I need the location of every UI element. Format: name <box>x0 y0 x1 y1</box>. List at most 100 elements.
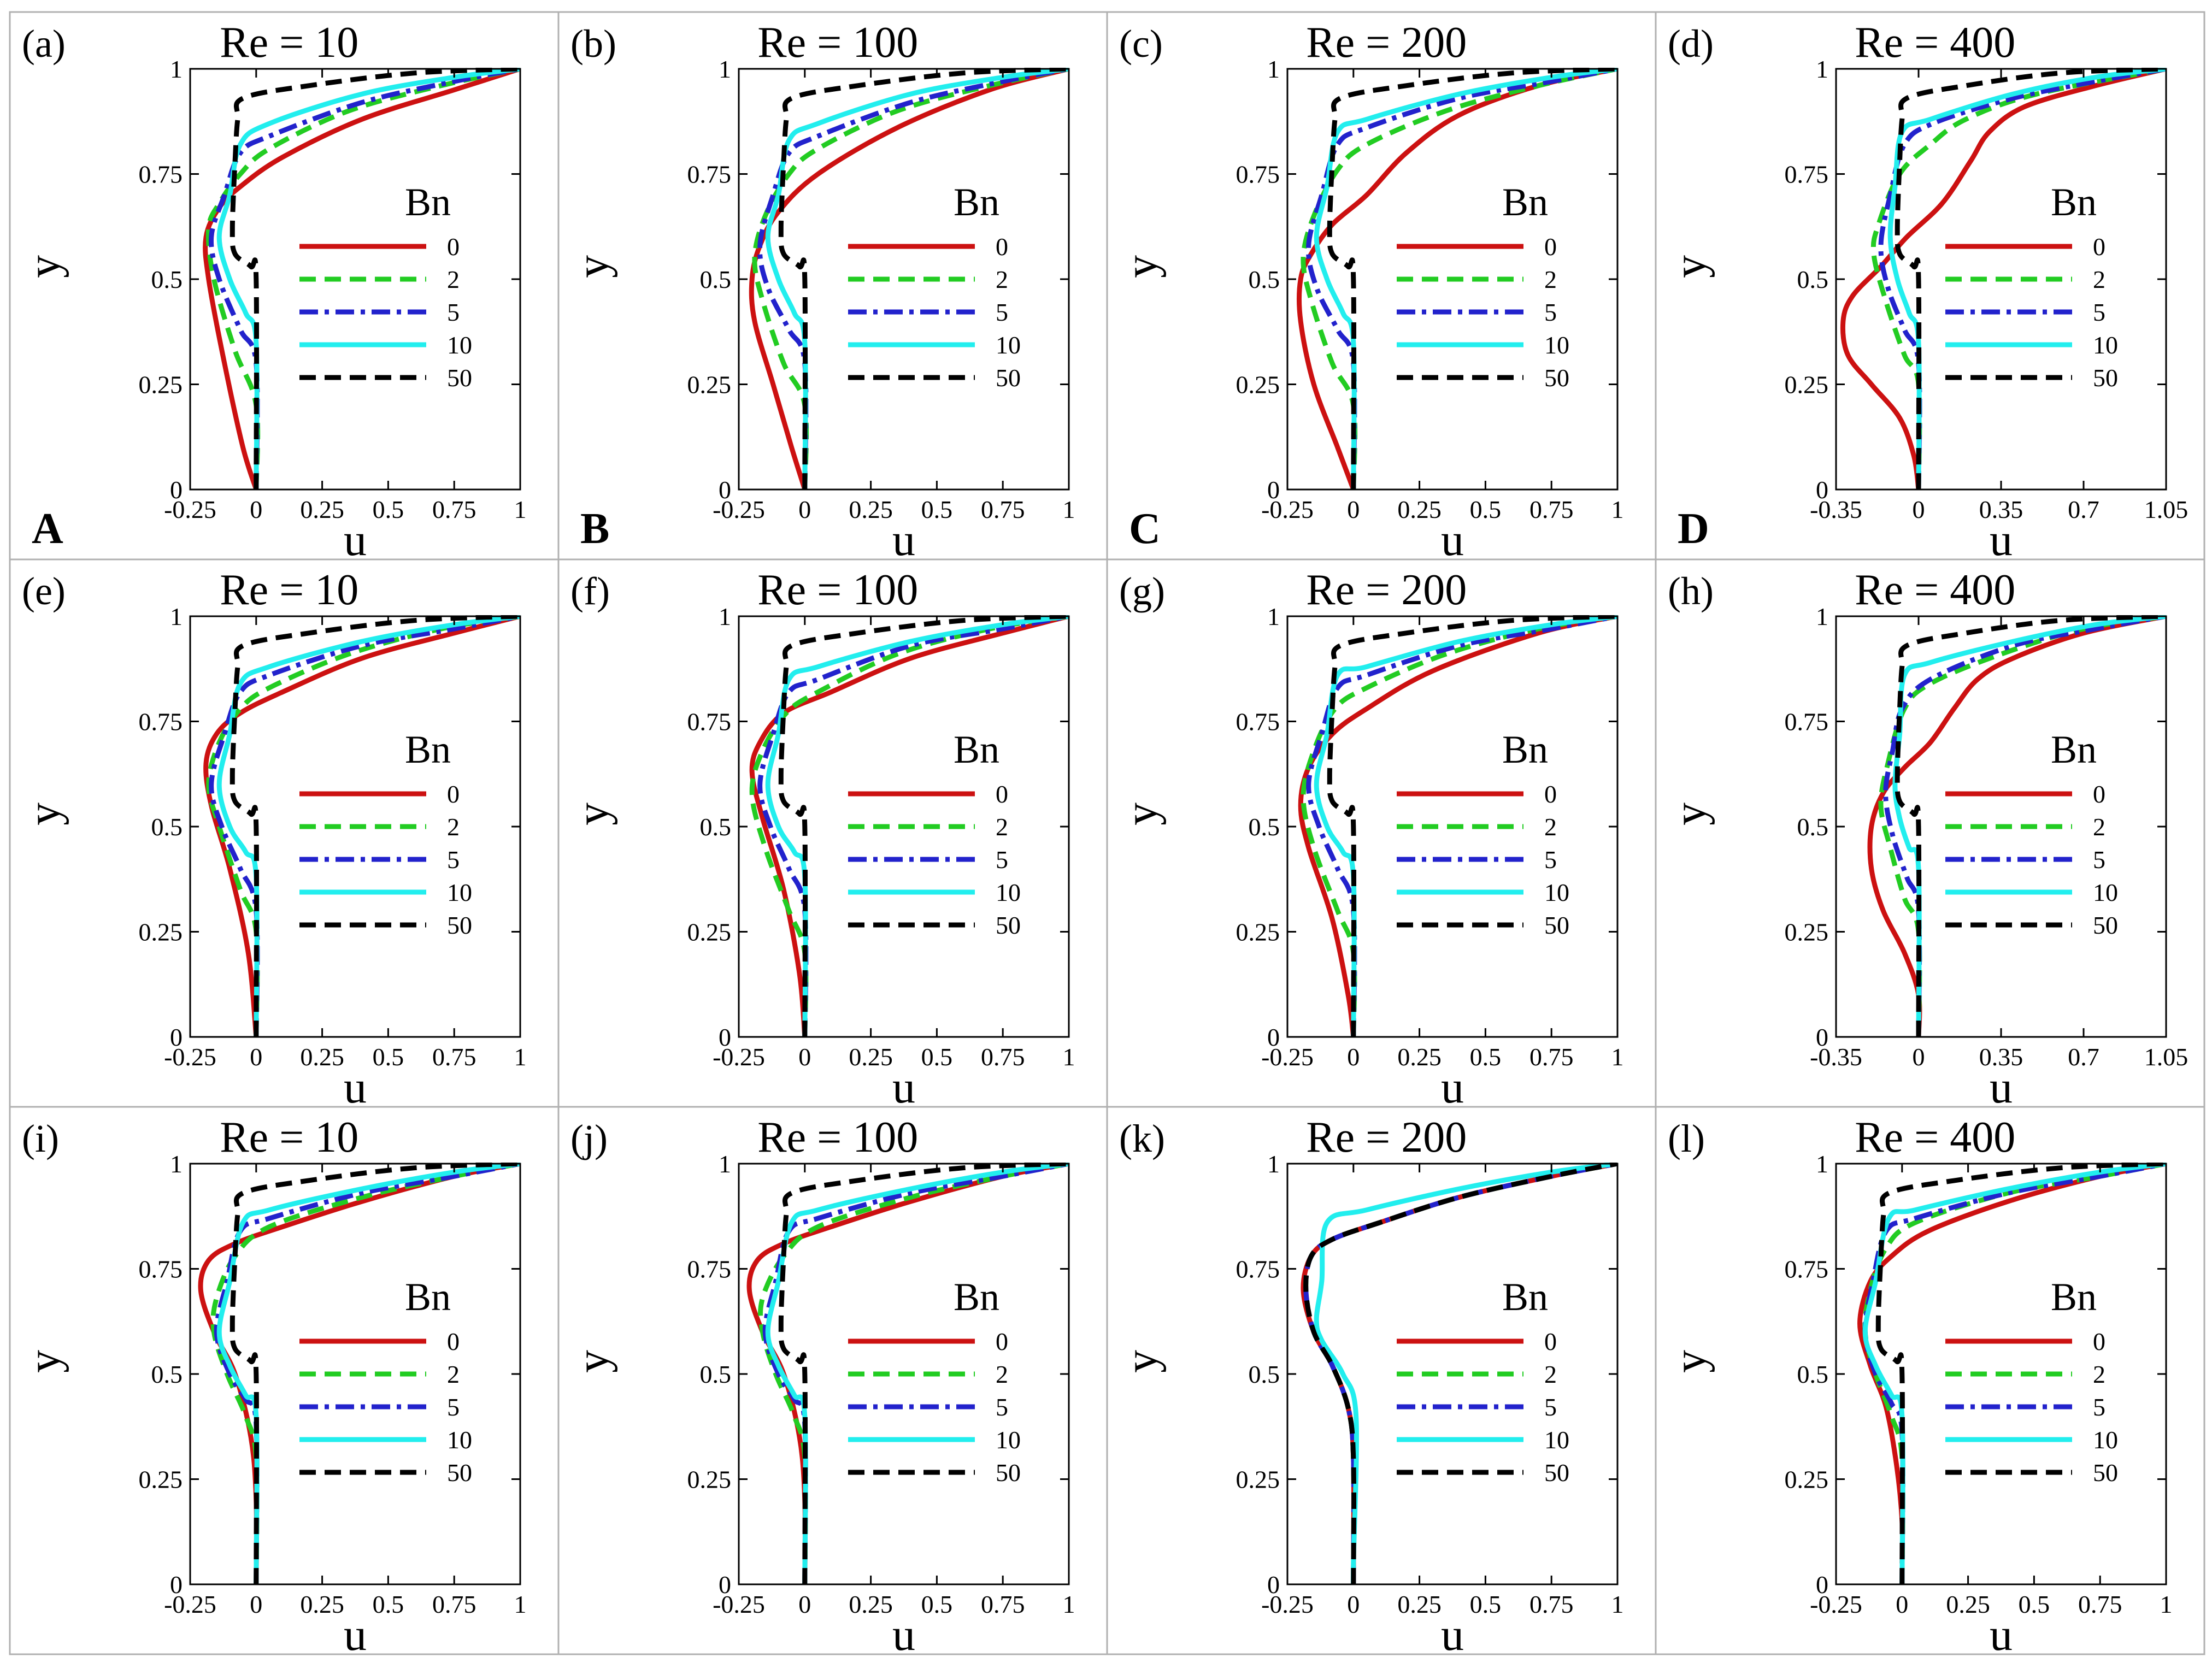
series-line-bn-2 <box>1301 68 1618 490</box>
x-tick-label: 0.5 <box>921 496 953 523</box>
y-tick-label: 0.25 <box>1236 371 1280 399</box>
x-tick-label: -0.25 <box>164 1590 216 1618</box>
y-tick-label: 0.25 <box>1785 371 1829 399</box>
x-axis-label: u <box>1990 515 2013 565</box>
x-tick-label: 1 <box>514 1043 527 1071</box>
y-tick-label: 0.5 <box>1797 266 1829 293</box>
x-tick-label: 0.75 <box>981 1043 1025 1071</box>
x-tick-label: 0.75 <box>981 496 1025 523</box>
legend-entry-label: 5 <box>2093 1393 2105 1421</box>
legend-entry-label: 2 <box>996 266 1008 293</box>
x-tick-label: -0.35 <box>1810 496 1862 523</box>
y-tick-label: 1 <box>1816 55 1828 83</box>
y-tick-label: 0.75 <box>1236 1255 1280 1283</box>
legend-entry-label: 0 <box>2093 780 2105 808</box>
y-tick-label: 0 <box>1816 1023 1828 1051</box>
x-tick-label: 0.5 <box>1470 496 1502 523</box>
legend-entry-label: 50 <box>1544 1459 1569 1487</box>
legend: Bn 0 2 5 10 50 <box>1397 728 1569 939</box>
legend-entry-label: 50 <box>447 1459 472 1487</box>
y-tick-label: 0.25 <box>1236 1466 1280 1494</box>
x-tick-label: 0 <box>798 1043 811 1071</box>
x-tick-label: 0 <box>1347 1590 1360 1618</box>
legend-entry-label: 50 <box>2093 364 2118 392</box>
series-line-bn-2 <box>752 68 1069 490</box>
panel-label: (l) <box>1668 1117 1705 1160</box>
panel-frame <box>557 1106 1108 1655</box>
y-tick-label: 0.75 <box>1785 708 1829 736</box>
x-tick-label: 0.75 <box>432 1043 476 1071</box>
x-tick-label: 0.75 <box>1529 1043 1574 1071</box>
y-axis-label: y <box>567 255 618 278</box>
panel-frame <box>1106 558 1657 1108</box>
y-axis-label: y <box>19 803 69 825</box>
panel-title: Re = 100 <box>757 1113 918 1161</box>
panel-title: Re = 200 <box>1306 1113 1467 1161</box>
legend-entry-label: 5 <box>996 846 1008 874</box>
row-letter: B <box>580 505 609 553</box>
x-tick-label: 0.75 <box>1529 496 1574 523</box>
series-group <box>203 68 521 491</box>
y-axis-label: y <box>19 255 69 278</box>
series-line-bn-2 <box>1870 68 2167 490</box>
y-tick-label: 0.75 <box>139 1255 183 1283</box>
legend-entry-label: 10 <box>1544 1426 1569 1454</box>
series-line-bn-50 <box>230 615 521 1037</box>
y-tick-label: 0.5 <box>1797 813 1829 841</box>
x-axis-label: u <box>344 1062 367 1113</box>
x-tick-label: 0.25 <box>849 1043 893 1071</box>
y-tick-label: 0.25 <box>687 1466 732 1494</box>
series-line-bn-50 <box>1327 68 1618 490</box>
legend-title: Bn <box>405 728 451 771</box>
legend-entry-label: 10 <box>996 878 1021 906</box>
series-group <box>1296 68 1618 491</box>
x-tick-label: -0.35 <box>1810 1043 1862 1071</box>
panel-title: Re = 10 <box>220 1113 358 1161</box>
legend-entry-label: 10 <box>1544 331 1569 359</box>
x-tick-label: 1 <box>514 496 527 523</box>
y-tick-label: 0.5 <box>151 1360 183 1388</box>
series-line-bn-50 <box>1327 615 1618 1037</box>
legend-entry-label: 0 <box>1544 780 1557 808</box>
y-tick-label: 0.25 <box>687 371 732 399</box>
series-line-bn-0 <box>1867 615 2167 1037</box>
panel-e: (e) Re = 10-0.25 0 0.25 0.5 0.75 100.250.50.75… <box>9 558 560 1113</box>
x-tick-label: -0.25 <box>1261 496 1314 523</box>
panel-frame <box>557 558 1108 1108</box>
x-tick-label: 0.7 <box>2068 1043 2099 1071</box>
legend-entry-label: 10 <box>2093 331 2118 359</box>
series-line-bn-2 <box>205 68 521 490</box>
panel-title: Re = 100 <box>757 566 918 614</box>
y-tick-label: 0.5 <box>1249 813 1280 841</box>
row-letter: C <box>1129 505 1161 553</box>
legend-title: Bn <box>2051 180 2097 224</box>
x-tick-label: 0 <box>1347 1043 1360 1071</box>
y-tick-label: 0.25 <box>139 1466 183 1494</box>
series-line-bn-5 <box>757 68 1069 490</box>
y-tick-label: 0 <box>1267 1023 1280 1051</box>
panel-frame <box>1106 1106 1657 1655</box>
y-tick-label: 0.25 <box>139 918 183 946</box>
y-tick-label: 0.75 <box>687 161 732 188</box>
y-axis-label: y <box>1116 1350 1167 1373</box>
y-tick-label: 1 <box>1267 55 1280 83</box>
legend-entry-label: 50 <box>996 911 1021 939</box>
panel-title: Re = 100 <box>757 19 918 67</box>
x-tick-label: 0.25 <box>849 496 893 523</box>
legend-title: Bn <box>1502 728 1548 771</box>
y-tick-label: 1 <box>1816 603 1828 630</box>
x-tick-label: 0.35 <box>1979 496 2023 523</box>
x-tick-label: 0 <box>250 1590 262 1618</box>
x-tick-label: 0.5 <box>921 1043 953 1071</box>
x-tick-label: 0 <box>1896 1590 1908 1618</box>
legend-entry-label: 50 <box>2093 911 2118 939</box>
legend-entry-label: 10 <box>1544 878 1569 906</box>
series-group <box>203 615 521 1037</box>
x-axis-label: u <box>1441 1609 1464 1660</box>
panel-label: (d) <box>1668 22 1714 66</box>
x-tick-label: -0.25 <box>164 496 216 523</box>
y-tick-label: 0.75 <box>139 708 183 736</box>
y-tick-label: 0.5 <box>1249 1360 1280 1388</box>
y-tick-label: 1 <box>1267 603 1280 630</box>
